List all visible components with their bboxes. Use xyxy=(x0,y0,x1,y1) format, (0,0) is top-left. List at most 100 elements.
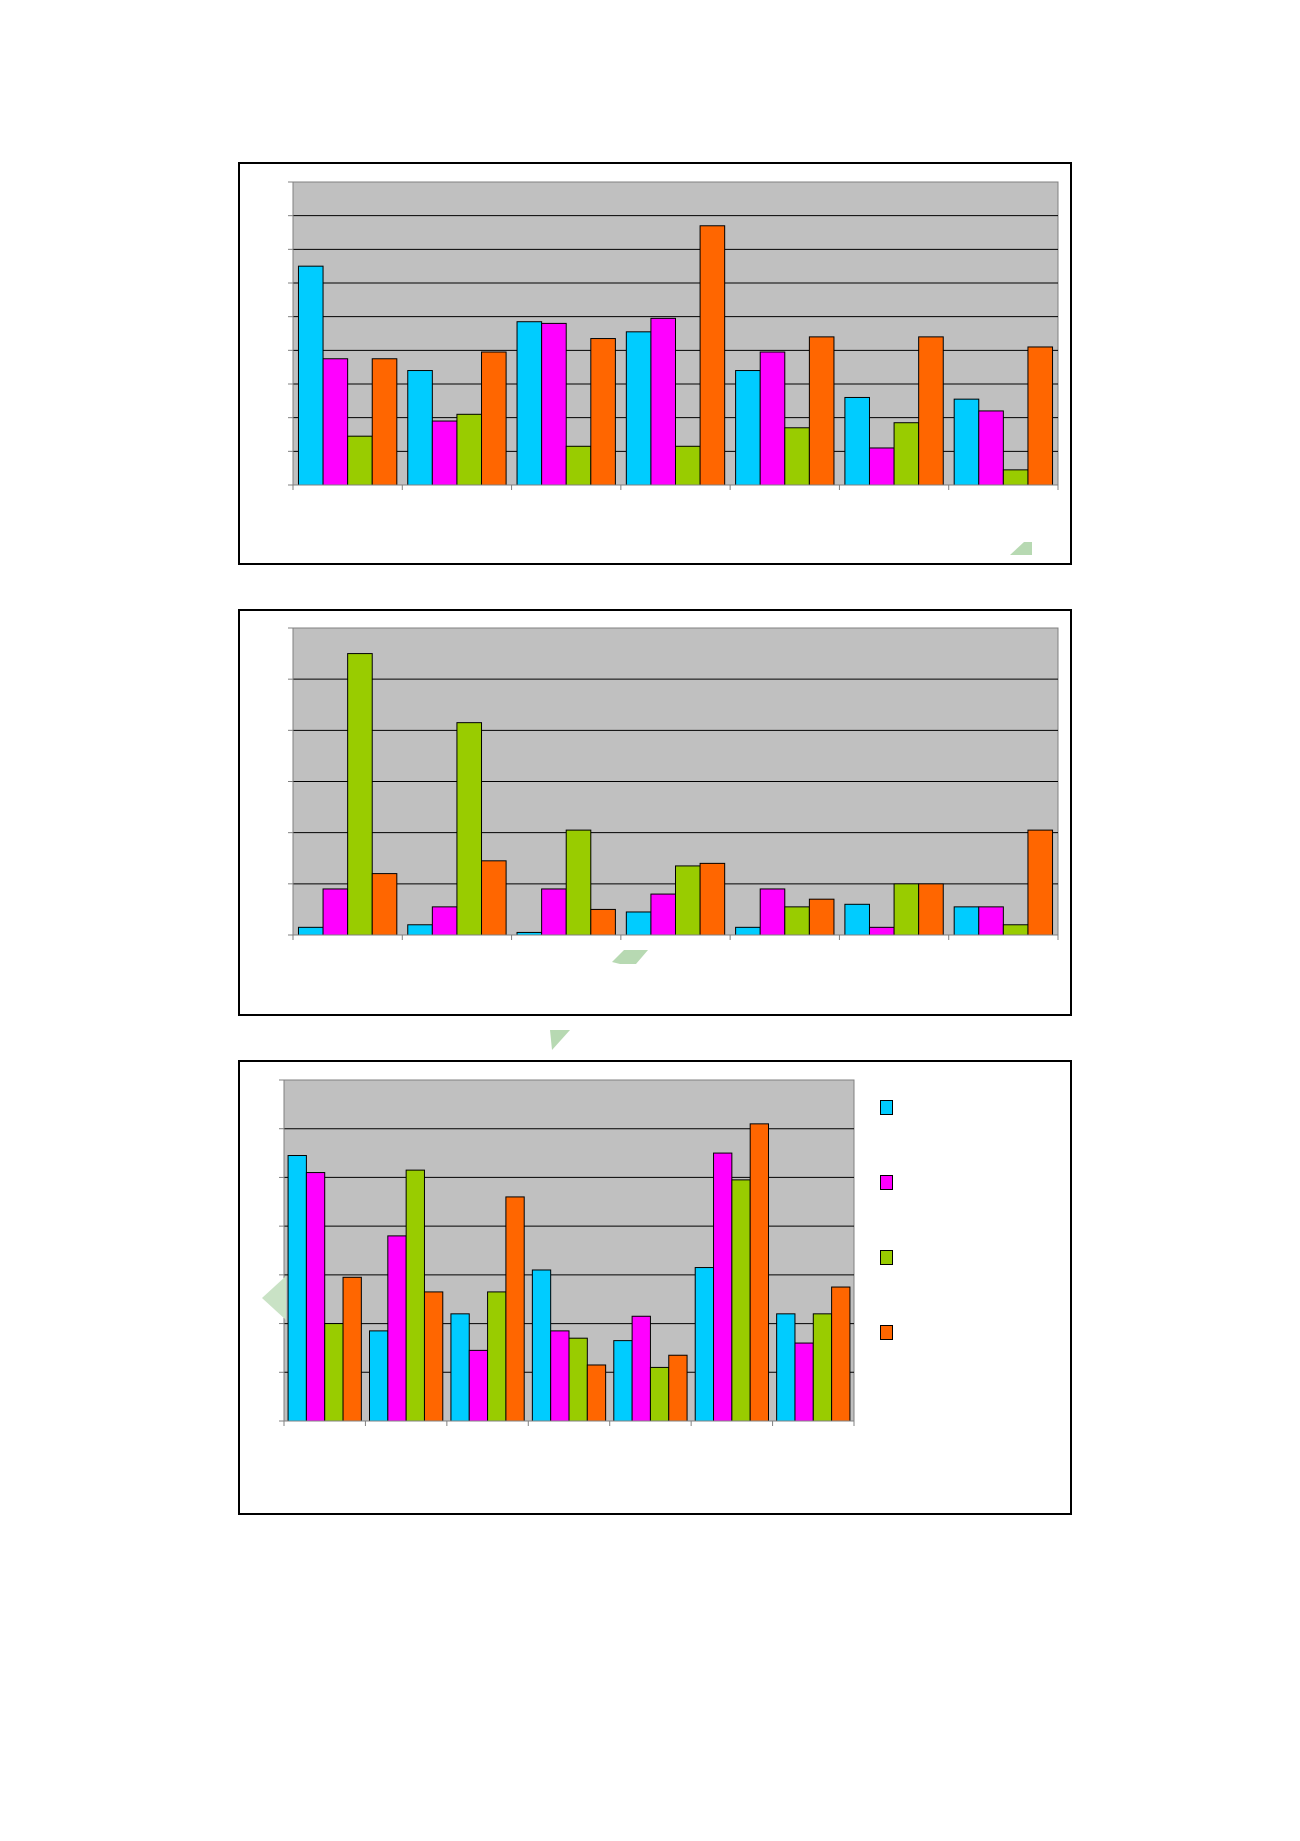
bar xyxy=(586,1364,607,1422)
bar xyxy=(749,1123,769,1422)
bar xyxy=(918,336,944,486)
bar xyxy=(759,888,786,936)
bar xyxy=(794,1342,814,1422)
watermark-fragment xyxy=(1010,542,1032,555)
bar xyxy=(407,924,433,936)
chart-3-legend xyxy=(880,1100,1030,1400)
bar xyxy=(287,1155,307,1422)
bar xyxy=(731,1179,751,1422)
bar xyxy=(868,926,895,936)
chart-2-svg xyxy=(288,627,1059,940)
bar xyxy=(371,358,398,486)
bar xyxy=(668,1354,688,1422)
bar xyxy=(405,1169,425,1422)
bar xyxy=(347,653,373,936)
bar xyxy=(1002,924,1029,936)
bar xyxy=(450,1313,470,1422)
bar xyxy=(369,1330,389,1422)
chart-2 xyxy=(238,609,1072,1016)
bar xyxy=(431,420,458,486)
bar xyxy=(1002,469,1029,486)
bar xyxy=(625,911,652,936)
legend-swatch xyxy=(880,1100,893,1115)
bar xyxy=(481,860,507,936)
watermark-fragment xyxy=(612,950,648,964)
bar xyxy=(347,435,373,486)
bar xyxy=(675,445,701,486)
bar xyxy=(407,370,433,486)
chart-1 xyxy=(238,162,1072,565)
bar xyxy=(568,1337,588,1422)
bar xyxy=(735,370,761,486)
bar xyxy=(297,926,324,936)
bar xyxy=(918,883,944,936)
bar xyxy=(550,1330,570,1422)
bar xyxy=(831,1286,851,1422)
bar xyxy=(812,1313,833,1422)
bar xyxy=(456,413,483,486)
bar xyxy=(1027,346,1054,486)
bar xyxy=(516,321,543,486)
legend-item xyxy=(880,1250,1030,1325)
bar xyxy=(324,1323,344,1422)
bar xyxy=(784,427,810,486)
bar xyxy=(808,336,835,486)
bar xyxy=(631,1315,651,1422)
chart-3 xyxy=(238,1060,1072,1515)
bar xyxy=(322,358,349,486)
bar xyxy=(868,447,895,486)
bar xyxy=(713,1152,733,1422)
bar xyxy=(342,1276,362,1422)
bar xyxy=(505,1196,525,1422)
bar xyxy=(675,865,701,936)
bar xyxy=(387,1235,407,1422)
bar xyxy=(468,1349,489,1422)
bar xyxy=(423,1291,444,1422)
bar xyxy=(613,1340,633,1422)
bar xyxy=(649,1366,670,1422)
bar xyxy=(565,829,592,936)
bar xyxy=(541,888,567,936)
bar xyxy=(322,888,349,936)
bar xyxy=(735,926,761,936)
bar xyxy=(531,1269,552,1422)
bar xyxy=(844,396,870,486)
bar xyxy=(481,351,507,486)
legend-swatch xyxy=(880,1175,893,1190)
bar xyxy=(699,862,726,936)
bar xyxy=(844,903,870,936)
watermark-fragment xyxy=(262,1276,286,1320)
bar xyxy=(371,873,398,936)
bar xyxy=(978,906,1004,936)
bar xyxy=(784,906,810,936)
bar xyxy=(590,908,616,936)
bar xyxy=(487,1291,507,1422)
bar xyxy=(953,906,980,936)
bar xyxy=(893,422,920,486)
bar xyxy=(759,351,786,486)
bar xyxy=(305,1172,326,1422)
bar xyxy=(650,317,676,486)
legend-swatch xyxy=(880,1250,893,1265)
legend-item xyxy=(880,1325,1030,1400)
bar xyxy=(808,898,835,936)
legend-item xyxy=(880,1100,1030,1175)
bar xyxy=(694,1267,715,1422)
legend-swatch xyxy=(880,1325,893,1340)
chart-3-svg xyxy=(279,1079,855,1426)
legend-item xyxy=(880,1175,1030,1250)
bar xyxy=(776,1313,796,1422)
bar xyxy=(699,225,726,486)
bar xyxy=(625,331,652,486)
bar xyxy=(431,906,458,936)
bar xyxy=(953,398,980,486)
chart-1-svg xyxy=(288,181,1059,490)
bar xyxy=(650,893,676,936)
bar xyxy=(978,410,1004,486)
bar xyxy=(456,722,483,936)
bar xyxy=(541,322,567,486)
bar xyxy=(1027,829,1054,936)
bar xyxy=(893,883,920,936)
bar xyxy=(590,338,616,486)
bar xyxy=(565,445,592,486)
